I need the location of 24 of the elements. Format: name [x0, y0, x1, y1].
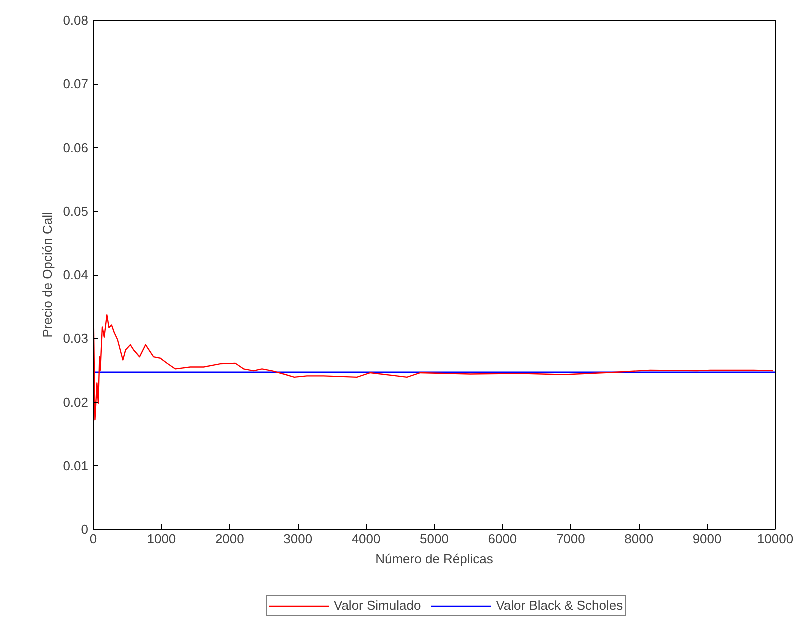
x-tick-label: 9000	[692, 532, 722, 546]
y-axis-title: Precio de Opción Call	[40, 212, 56, 338]
y-tick-label: 0.02	[63, 394, 89, 410]
x-tick-label: 4000	[352, 532, 381, 546]
y-tick-label: 0.06	[63, 140, 89, 156]
x-tick-label: 1000	[147, 532, 176, 546]
line-series	[94, 314, 774, 421]
y-tick-label: 0.04	[63, 268, 89, 282]
x-axis-title: Número de Réplicas	[376, 552, 494, 566]
x-tick-label: 10000	[757, 532, 794, 546]
y-tick-label: 0.08	[63, 13, 89, 28]
x-tick-label: 2000	[215, 532, 244, 546]
x-tick-label: 8000	[624, 532, 654, 546]
legend-label: Valor Simulado	[334, 598, 422, 613]
y-tick-label: 0.01	[63, 458, 89, 474]
y-tick-label: 0.05	[63, 204, 89, 219]
y-tick-label: 0.07	[63, 76, 89, 92]
legend-label: Valor Black & Scholes	[496, 598, 624, 613]
y-tick-label: 0	[81, 522, 89, 537]
x-tick-label: 5000	[420, 532, 449, 546]
y-tick-label: 0.03	[63, 331, 89, 346]
x-tick-label: 7000	[556, 532, 586, 546]
x-tick-label: 3000	[284, 532, 313, 546]
x-tick-label: 6000	[488, 532, 518, 546]
